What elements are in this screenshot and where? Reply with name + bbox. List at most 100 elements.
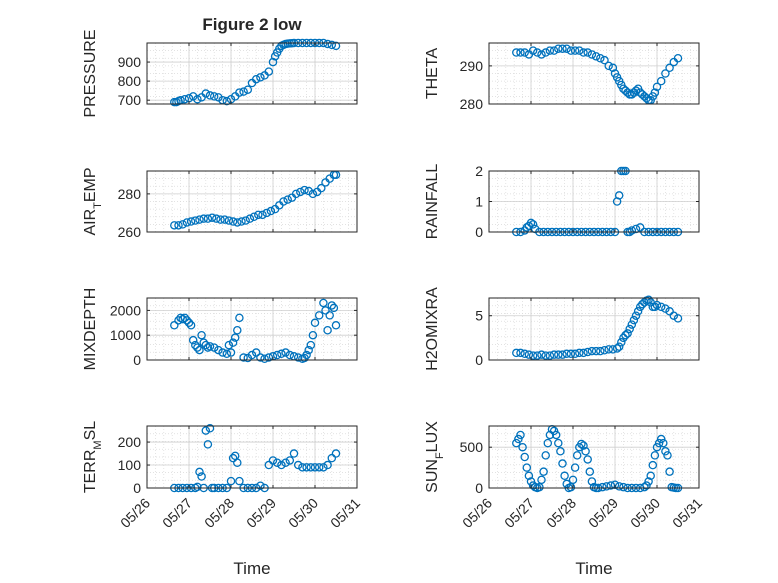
- data-point: [304, 186, 313, 196]
- axes-box: [488, 42, 700, 105]
- data-point: [193, 94, 202, 104]
- data-point: [533, 48, 542, 57]
- data-point: [549, 426, 559, 436]
- data-point: [656, 76, 666, 86]
- data-point: [302, 350, 311, 360]
- data-point: [331, 41, 341, 51]
- data-point: [272, 350, 282, 360]
- data-point: [314, 311, 324, 320]
- y-tick-label: 0: [133, 352, 141, 368]
- data-point: [673, 54, 683, 63]
- y-axis-label: RAINFALL: [424, 164, 441, 240]
- data-point: [604, 61, 613, 71]
- data-point: [602, 482, 611, 491]
- data-point: [174, 221, 183, 230]
- y-tick-label: 5: [475, 308, 483, 324]
- data-point: [570, 349, 580, 359]
- data-point: [205, 91, 215, 100]
- x-tick-label: 05/26: [459, 495, 495, 531]
- data-point: [258, 210, 267, 220]
- data-point: [528, 351, 538, 360]
- y-tick-label: 900: [118, 54, 142, 70]
- data-point: [585, 467, 595, 476]
- data-point: [520, 48, 529, 57]
- data-point: [579, 48, 588, 57]
- data-point: [224, 216, 234, 225]
- data-point: [608, 63, 618, 73]
- y-tick-label: 0: [133, 480, 141, 496]
- data-point: [201, 340, 211, 350]
- y-axis-label: AIRTEMP: [82, 167, 104, 235]
- data-point: [617, 338, 626, 347]
- data-point: [541, 351, 550, 360]
- data-point: [619, 482, 628, 492]
- data-point: [516, 48, 525, 57]
- axes-box: [146, 170, 358, 233]
- data-point: [268, 57, 278, 67]
- data-point: [545, 46, 555, 55]
- subplot-air-temp: 260 280 AIRTEMP: [82, 167, 358, 240]
- data-point: [239, 87, 248, 96]
- data-point: [524, 471, 534, 481]
- data-point: [310, 463, 320, 472]
- data-point: [193, 482, 202, 492]
- data-point: [549, 46, 559, 55]
- data-point: [631, 86, 641, 95]
- data-point: [308, 330, 318, 340]
- data-point: [203, 440, 213, 449]
- data-point: [281, 348, 290, 357]
- data-point: [193, 343, 202, 352]
- data-point: [218, 348, 227, 357]
- data-point: [214, 93, 223, 102]
- data-point: [644, 477, 653, 486]
- data-point: [251, 74, 261, 84]
- data-point: [220, 215, 229, 224]
- y-tick-label: 280: [118, 186, 142, 202]
- x-tick-label: 05/29: [585, 495, 621, 531]
- x-tick-label: 05/31: [669, 495, 705, 531]
- data-point: [184, 318, 194, 328]
- data-point: [539, 467, 548, 476]
- data-point: [646, 471, 655, 481]
- data-point: [642, 481, 651, 490]
- data-point: [268, 456, 278, 465]
- y-tick-label: 260: [118, 224, 142, 240]
- data-point: [661, 447, 670, 456]
- data-point: [228, 217, 238, 226]
- data-point: [180, 313, 190, 323]
- subplot-grid: 700 800 900 PRESSURE 280 290 THETA 260 280 AIRTEM…: [82, 29, 705, 530]
- y-tick-label: 2: [475, 163, 483, 179]
- data-point: [205, 424, 215, 433]
- data-point: [170, 221, 179, 230]
- axes-box: [488, 425, 700, 489]
- data-point: [656, 434, 666, 444]
- data-point: [300, 185, 309, 195]
- data-point: [520, 452, 529, 462]
- data-point: [518, 442, 527, 452]
- data-point: [327, 40, 337, 50]
- y-tick-label: 290: [460, 58, 484, 74]
- data-point: [625, 324, 634, 334]
- data-point: [256, 353, 265, 362]
- data-point: [558, 44, 567, 53]
- data-point: [566, 46, 576, 55]
- data-point: [279, 197, 288, 206]
- data-point: [256, 481, 265, 490]
- data-point: [596, 54, 605, 63]
- data-point: [562, 349, 571, 359]
- data-point: [304, 345, 313, 355]
- x-axis-label-left: Time: [233, 559, 270, 578]
- data-point: [226, 476, 236, 486]
- data-point: [652, 82, 662, 92]
- data-point: [644, 295, 653, 305]
- data-point: [205, 342, 215, 351]
- data-point: [226, 348, 236, 357]
- data-point: [233, 218, 242, 227]
- data-point: [591, 346, 601, 356]
- data-point: [665, 63, 674, 73]
- data-point: [554, 350, 563, 359]
- data-point: [201, 89, 211, 98]
- data-point: [222, 349, 232, 359]
- data-point: [522, 463, 532, 472]
